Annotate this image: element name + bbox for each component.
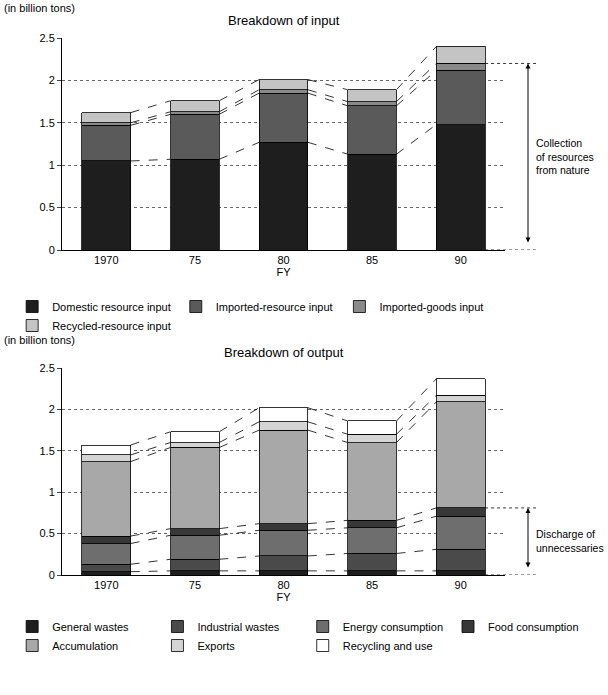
svg-text:Energy consumption: Energy consumption (343, 621, 443, 633)
svg-text:0: 0 (49, 244, 55, 256)
svg-text:Imported-goods input: Imported-goods input (379, 301, 483, 313)
svg-text:Recycling and use: Recycling and use (343, 640, 433, 652)
svg-text:0.5: 0.5 (40, 527, 55, 539)
svg-text:1970: 1970 (94, 579, 118, 591)
svg-text:Food consumption: Food consumption (488, 621, 578, 633)
svg-text:(in billion tons): (in billion tons) (4, 2, 75, 14)
svg-text:2.5: 2.5 (40, 362, 55, 374)
svg-text:Discharge ofunnecessaries: Discharge ofunnecessaries (536, 528, 604, 554)
svg-text:Imported-resource input: Imported-resource input (216, 301, 333, 313)
svg-text:1.5: 1.5 (40, 117, 55, 129)
svg-text:85: 85 (366, 579, 378, 591)
svg-text:Breakdown of input: Breakdown of input (228, 13, 340, 28)
svg-text:75: 75 (189, 254, 201, 266)
svg-text:Domestic resource input: Domestic resource input (52, 301, 171, 313)
svg-text:1.5: 1.5 (40, 445, 55, 457)
svg-text:Collectionof resourcesfrom nat: Collectionof resourcesfrom nature (536, 137, 594, 176)
svg-text:FY: FY (276, 266, 291, 278)
svg-text:2: 2 (49, 74, 55, 86)
svg-text:General wastes: General wastes (52, 621, 129, 633)
svg-text:80: 80 (277, 254, 289, 266)
svg-text:Recycled-resource input: Recycled-resource input (52, 320, 171, 332)
svg-text:0: 0 (49, 569, 55, 581)
svg-text:90: 90 (455, 579, 467, 591)
svg-text:Industrial wastes: Industrial wastes (197, 621, 279, 633)
svg-text:80: 80 (277, 579, 289, 591)
svg-text:1970: 1970 (94, 254, 118, 266)
svg-text:90: 90 (455, 254, 467, 266)
svg-text:2: 2 (49, 403, 55, 415)
svg-text:85: 85 (366, 254, 378, 266)
svg-text:0.5: 0.5 (40, 201, 55, 213)
svg-text:1: 1 (49, 486, 55, 498)
svg-text:1: 1 (49, 159, 55, 171)
svg-text:75: 75 (189, 579, 201, 591)
svg-text:Exports: Exports (197, 640, 235, 652)
svg-text:FY: FY (276, 591, 291, 603)
svg-text:(in billion tons): (in billion tons) (4, 334, 75, 346)
svg-text:Breakdown of output: Breakdown of output (224, 345, 344, 360)
svg-text:Accumulation: Accumulation (52, 640, 118, 652)
svg-text:2.5: 2.5 (40, 32, 55, 44)
